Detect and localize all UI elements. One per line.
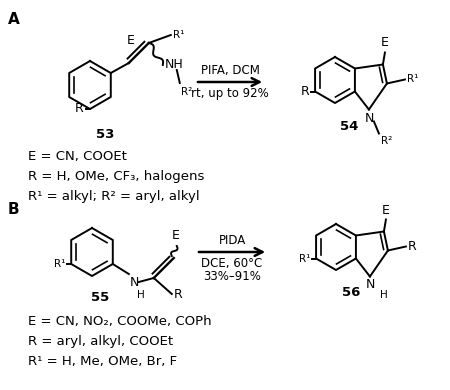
- Text: E: E: [127, 34, 135, 47]
- Text: NH: NH: [165, 58, 184, 71]
- Text: H: H: [380, 291, 387, 301]
- Text: 55: 55: [91, 291, 109, 304]
- Text: R: R: [408, 240, 417, 253]
- Text: R¹: R¹: [173, 30, 184, 40]
- Text: A: A: [8, 12, 20, 27]
- Text: N: N: [366, 278, 376, 291]
- Text: 56: 56: [342, 286, 360, 299]
- Text: PIDA: PIDA: [218, 234, 246, 247]
- Text: R²: R²: [381, 135, 392, 145]
- Text: R¹ = alkyl; R² = aryl, alkyl: R¹ = alkyl; R² = aryl, alkyl: [28, 190, 200, 203]
- Text: E = CN, COOEt: E = CN, COOEt: [28, 150, 127, 163]
- Text: R = H, OMe, CF₃, halogens: R = H, OMe, CF₃, halogens: [28, 170, 204, 183]
- Text: R¹ = H, Me, OMe, Br, F: R¹ = H, Me, OMe, Br, F: [28, 355, 177, 368]
- Text: R: R: [300, 85, 309, 98]
- Text: R¹: R¹: [54, 259, 65, 269]
- Text: R¹: R¹: [299, 254, 310, 264]
- Text: E: E: [382, 204, 390, 216]
- Text: rt, up to 92%: rt, up to 92%: [191, 87, 269, 100]
- Text: E: E: [381, 37, 389, 50]
- Text: R²: R²: [181, 87, 192, 97]
- Text: B: B: [8, 202, 20, 217]
- Text: DCE, 60°C: DCE, 60°C: [202, 257, 263, 270]
- Text: R: R: [75, 103, 84, 115]
- Text: 53: 53: [96, 128, 114, 141]
- Text: E: E: [172, 229, 180, 242]
- Text: R: R: [174, 287, 183, 301]
- Text: N: N: [130, 276, 139, 289]
- Text: N: N: [365, 112, 374, 126]
- Text: PIFA, DCM: PIFA, DCM: [201, 64, 260, 77]
- Text: R¹: R¹: [407, 74, 418, 85]
- Text: R = aryl, alkyl, COOEt: R = aryl, alkyl, COOEt: [28, 335, 173, 348]
- Text: E = CN, NO₂, COOMe, COPh: E = CN, NO₂, COOMe, COPh: [28, 315, 212, 328]
- Text: 54: 54: [340, 120, 358, 133]
- Text: 33%–91%: 33%–91%: [203, 270, 261, 283]
- Text: H: H: [137, 290, 144, 300]
